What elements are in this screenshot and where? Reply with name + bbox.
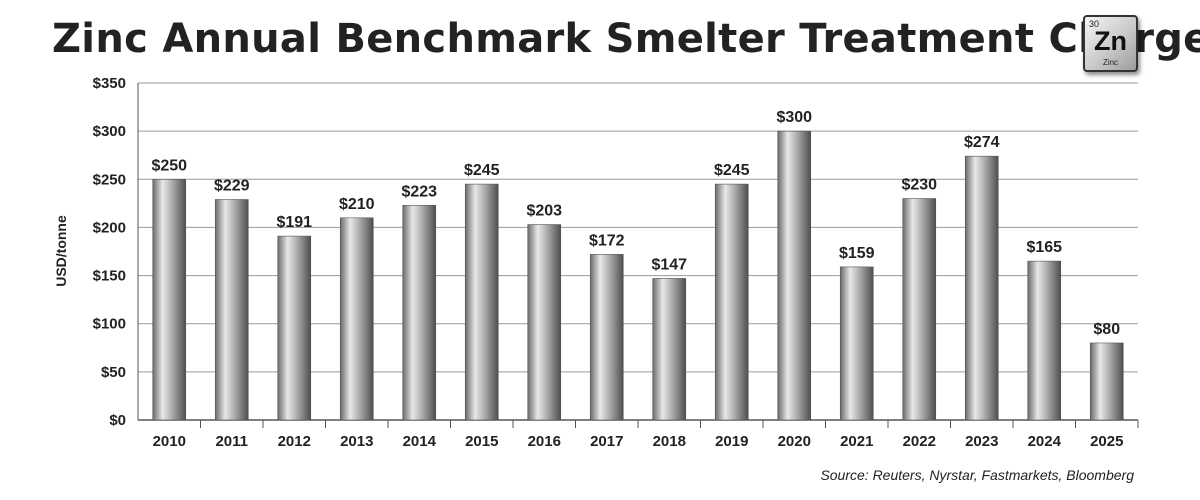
x-tick-label: 2012: [278, 433, 311, 450]
bar-2023: [964, 155, 999, 421]
x-tick-label: 2022: [903, 433, 936, 450]
data-label: $191: [276, 214, 312, 231]
x-tick-label: 2017: [590, 433, 623, 450]
y-axis-label: USD/tonne: [53, 215, 69, 287]
x-tick-label: 2015: [465, 433, 498, 450]
data-label: $250: [151, 157, 187, 174]
atomic-number: 30: [1089, 19, 1100, 29]
bar-2025: [1089, 342, 1124, 421]
x-tick-label: 2011: [215, 433, 248, 450]
data-label: $300: [776, 109, 812, 126]
data-label: $203: [526, 203, 562, 220]
bar-2010: [152, 178, 187, 421]
bar-2015: [464, 183, 499, 421]
bar-2020: [777, 130, 812, 421]
y-tick-label: $200: [93, 219, 126, 236]
bar-2016: [527, 224, 562, 421]
data-label: $165: [1026, 239, 1062, 256]
y-axis-ticks: $0 $50 $100 $150 $200 $250 $300 $350: [93, 75, 126, 429]
data-label: $210: [339, 196, 375, 213]
data-label: $223: [401, 183, 437, 200]
y-tick-label: $250: [93, 171, 126, 188]
source-note: Source: Reuters, Nyrstar, Fastmarkets, B…: [820, 467, 1134, 483]
x-tick-label: 2014: [403, 433, 437, 450]
bar-2012: [277, 235, 312, 421]
y-tick-label: $100: [93, 316, 126, 333]
x-tick-label: 2010: [153, 433, 186, 450]
zinc-element-tile-icon: 30 Zn Zinc: [1083, 15, 1138, 72]
bars: [152, 130, 1124, 421]
data-label: $230: [901, 177, 937, 194]
element-name: Zinc: [1102, 58, 1119, 67]
bar-2017: [589, 254, 624, 421]
bar-2011: [214, 199, 249, 421]
x-tick-label: 2018: [653, 433, 686, 450]
y-tick-label: $0: [109, 412, 126, 429]
bar-2018: [652, 278, 687, 421]
bar-2022: [902, 198, 937, 421]
x-tick-label: 2024: [1028, 433, 1062, 450]
y-tick-label: $150: [93, 268, 126, 285]
data-label: $80: [1093, 321, 1120, 338]
data-label: $229: [214, 178, 250, 195]
bar-2024: [1027, 260, 1062, 421]
y-tick-label: $50: [101, 364, 126, 381]
x-tick-label: 2013: [340, 433, 373, 450]
data-label: $159: [839, 245, 875, 262]
x-tick-label: 2019: [715, 433, 748, 450]
y-tick-label: $350: [93, 75, 126, 92]
chart-title: Zinc Annual Benchmark Smelter Treatment …: [52, 16, 1200, 62]
bar-2019: [714, 183, 749, 421]
data-label: $147: [651, 256, 687, 273]
bar-2021: [839, 266, 874, 421]
x-tick-label: 2016: [528, 433, 561, 450]
data-label: $172: [589, 232, 625, 249]
data-label: $245: [464, 162, 500, 179]
x-tick-label: 2023: [965, 433, 998, 450]
x-tick-label: 2021: [840, 433, 873, 450]
data-label: $245: [714, 162, 750, 179]
data-label: $274: [964, 134, 1000, 151]
y-tick-label: $300: [93, 123, 126, 140]
bar-2014: [402, 204, 437, 421]
x-axis-ticks: 2010 2011 2012 2013 2014 2015 2016 2017 2018 2019…: [153, 420, 1139, 450]
bar-2013: [339, 217, 374, 421]
element-symbol: Zn: [1094, 26, 1127, 56]
data-labels: $250 $229 $191 $210 $223 $245 $203 $172 $147 $245…: [151, 109, 1120, 338]
x-tick-label: 2025: [1090, 433, 1123, 450]
x-tick-label: 2020: [778, 433, 811, 450]
